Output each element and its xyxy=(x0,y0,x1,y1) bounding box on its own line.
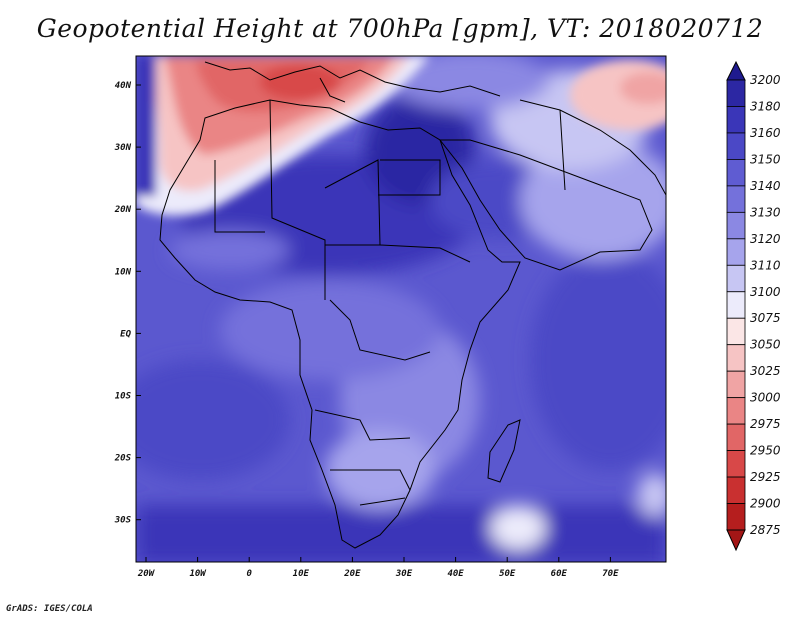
colorbar-swatch xyxy=(726,79,746,107)
plot-frame xyxy=(135,55,667,563)
colorbar-label: 3050 xyxy=(750,338,781,352)
colorbar-swatch xyxy=(726,185,746,213)
lat-tick-label: EQ xyxy=(120,329,131,339)
coastlines xyxy=(159,61,666,549)
lon-tick-label: 30E xyxy=(395,569,413,579)
colorbar-swatch xyxy=(726,291,746,319)
lat-tick-label: 40N xyxy=(115,81,132,91)
lat-tick-label: 10S xyxy=(115,392,132,402)
colorbar-label: 2900 xyxy=(750,497,781,511)
lon-tick-label: 20W xyxy=(137,569,156,579)
colorbar-top-arrow xyxy=(726,60,746,81)
colorbar-label: 3160 xyxy=(750,126,781,140)
lon-tick-label: 50E xyxy=(499,569,516,579)
colorbar-bottom-arrow xyxy=(726,529,746,552)
colorbar: 3200 3180 3160 3150 3140 3130 3120 3110 3100 3075… xyxy=(726,60,781,552)
colorbar-label: 3180 xyxy=(750,99,781,113)
colorbar-swatch xyxy=(726,317,746,346)
lon-tick-label: 70E xyxy=(602,569,619,579)
colorbar-label: 3140 xyxy=(750,179,781,193)
colorbar-swatch xyxy=(726,397,746,425)
lon-tick-label: 0 xyxy=(246,569,252,579)
colorbar-label: 2950 xyxy=(750,444,781,458)
colorbar-label: 3130 xyxy=(750,205,781,219)
height-field xyxy=(136,56,666,562)
colorbar-swatch xyxy=(726,423,746,451)
lon-tick-label: 20E xyxy=(343,569,361,579)
colorbar-swatch xyxy=(726,370,746,399)
map-title: Geopotential Height at 700hPa [gpm], VT:… xyxy=(36,14,764,43)
grads-credit: GrADS: IGES/COLA xyxy=(6,604,93,614)
colorbar-swatch xyxy=(726,106,746,134)
colorbar-label: 3200 xyxy=(750,73,781,87)
colorbar-label: 2875 xyxy=(750,523,781,537)
colorbar-swatch xyxy=(726,132,746,160)
colorbar-label: 3120 xyxy=(750,232,781,246)
axes: 20W 10W 0 10E 20E 30E 40E 50E 60E 70E 40N 30N 20N 10N… xyxy=(114,81,619,579)
lat-tick-label: 30N xyxy=(114,143,132,153)
lat-tick-label: 20S xyxy=(114,454,132,464)
colorbar-swatch xyxy=(726,238,746,266)
lat-tick-label: 20N xyxy=(114,205,132,215)
colorbar-label: 3150 xyxy=(750,152,781,166)
lon-tick-label: 10E xyxy=(293,569,310,579)
colorbar-swatch xyxy=(726,450,746,478)
colorbar-swatch xyxy=(726,211,746,240)
colorbar-swatch xyxy=(726,159,746,187)
colorbar-label: 3110 xyxy=(750,258,781,272)
colorbar-swatch xyxy=(726,476,746,504)
colorbar-label: 3000 xyxy=(750,391,781,405)
colorbar-swatch xyxy=(726,344,746,372)
lat-tick-label: 30S xyxy=(114,516,132,526)
colorbar-swatch xyxy=(726,264,746,293)
colorbar-label: 2925 xyxy=(750,470,781,484)
lon-tick-label: 60E xyxy=(551,569,568,579)
colorbar-label: 3075 xyxy=(750,311,781,325)
colorbar-label: 3100 xyxy=(750,285,781,299)
colorbar-label: 3025 xyxy=(750,364,781,378)
lon-tick-label: 10W xyxy=(189,569,207,579)
colorbar-swatch xyxy=(726,503,746,531)
lat-tick-label: 10N xyxy=(115,267,132,277)
colorbar-label: 2975 xyxy=(750,417,781,431)
lon-tick-label: 40E xyxy=(447,569,464,579)
